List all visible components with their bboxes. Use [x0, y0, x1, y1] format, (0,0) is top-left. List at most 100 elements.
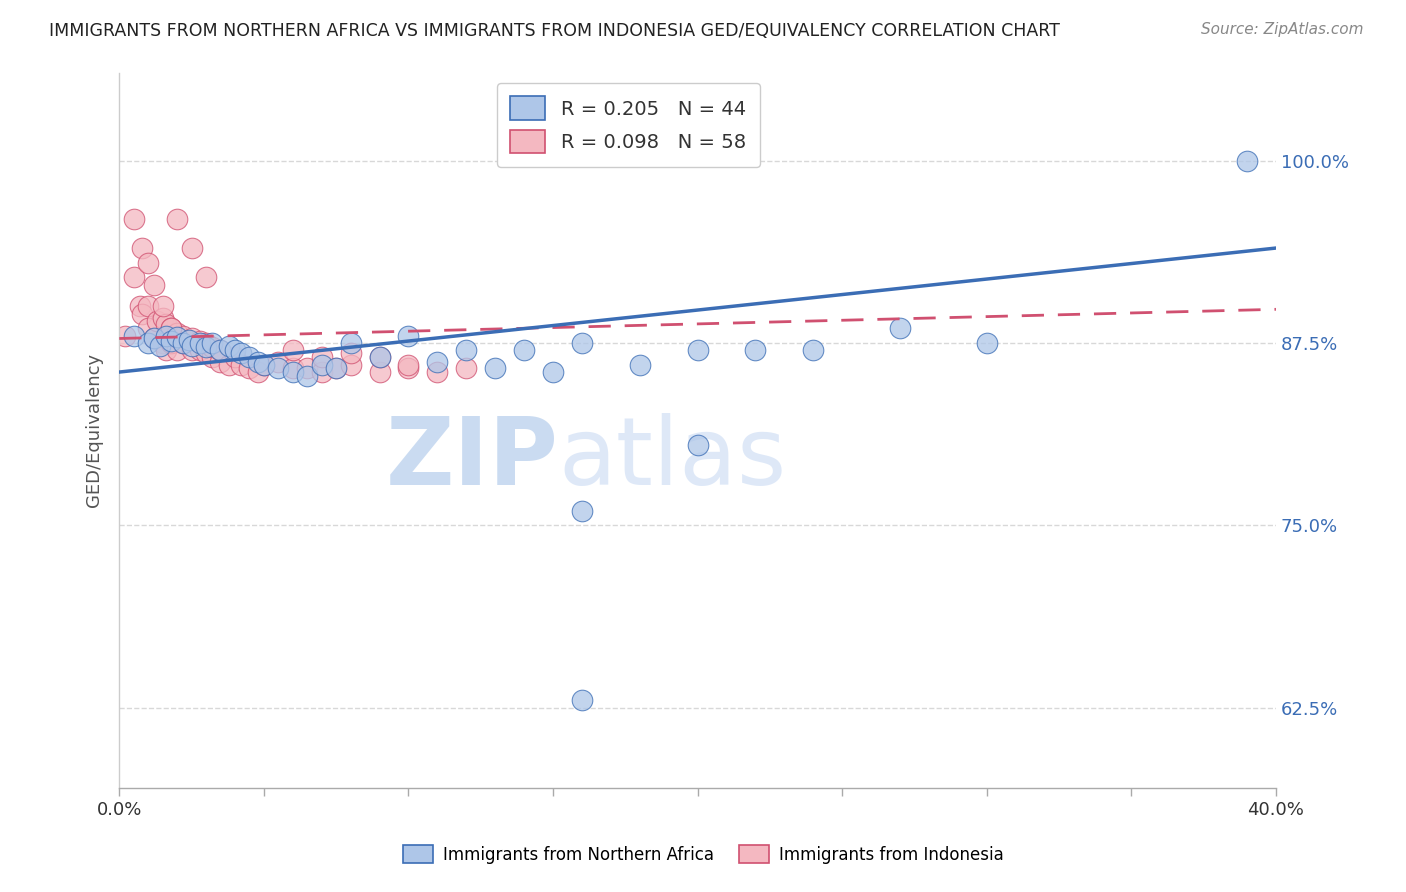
Point: [195, 270, 218, 285]
Point: [122, 270, 145, 285]
Point: [267, 360, 290, 375]
Point: [209, 343, 232, 358]
Point: [398, 328, 420, 343]
Point: [160, 321, 183, 335]
Point: [146, 314, 169, 328]
Point: [339, 335, 361, 350]
Point: [136, 321, 159, 335]
Point: [188, 334, 211, 349]
Point: [155, 317, 177, 331]
Point: [571, 503, 593, 517]
Point: [229, 346, 252, 360]
Point: [281, 343, 304, 358]
Point: [281, 360, 304, 375]
Point: [311, 358, 333, 372]
Point: [209, 343, 232, 358]
Point: [311, 351, 333, 365]
Point: [297, 369, 319, 384]
Point: [541, 365, 564, 379]
Point: [801, 343, 824, 358]
Point: [122, 211, 145, 226]
Point: [188, 343, 211, 358]
Point: [149, 339, 172, 353]
Point: [131, 241, 153, 255]
Point: [155, 328, 177, 343]
Y-axis label: GED/Equivalency: GED/Equivalency: [86, 353, 103, 508]
Point: [571, 693, 593, 707]
Point: [131, 307, 153, 321]
Point: [160, 335, 183, 350]
Point: [155, 343, 177, 358]
Point: [247, 355, 270, 369]
Point: [628, 358, 651, 372]
Point: [686, 438, 709, 452]
Point: [398, 360, 420, 375]
Point: [368, 365, 391, 379]
Point: [180, 241, 202, 255]
Point: [180, 343, 202, 358]
Point: [218, 339, 240, 353]
Legend: Immigrants from Northern Africa, Immigrants from Indonesia: Immigrants from Northern Africa, Immigra…: [396, 838, 1010, 871]
Point: [143, 331, 166, 345]
Point: [166, 211, 188, 226]
Point: [744, 343, 766, 358]
Point: [166, 326, 188, 340]
Point: [218, 358, 240, 372]
Point: [247, 365, 270, 379]
Point: [166, 343, 188, 358]
Point: [143, 331, 166, 345]
Point: [1236, 153, 1258, 168]
Point: [172, 328, 194, 343]
Point: [368, 351, 391, 365]
Point: [177, 333, 200, 347]
Point: [238, 351, 260, 365]
Point: [325, 360, 347, 375]
Point: [339, 346, 361, 360]
Point: [201, 351, 224, 365]
Point: [195, 340, 218, 354]
Text: Source: ZipAtlas.com: Source: ZipAtlas.com: [1201, 22, 1364, 37]
Point: [180, 331, 202, 345]
Point: [297, 360, 319, 375]
Point: [224, 343, 246, 358]
Point: [238, 360, 260, 375]
Point: [686, 343, 709, 358]
Point: [172, 335, 194, 350]
Point: [136, 299, 159, 313]
Point: [201, 340, 224, 354]
Point: [160, 321, 183, 335]
Point: [229, 358, 252, 372]
Point: [325, 360, 347, 375]
Point: [224, 351, 246, 365]
Point: [122, 328, 145, 343]
Point: [456, 343, 478, 358]
Point: [143, 277, 166, 292]
Point: [398, 358, 420, 372]
Point: [253, 358, 276, 372]
Point: [152, 311, 174, 326]
Point: [195, 335, 218, 350]
Point: [311, 365, 333, 379]
Text: IMMIGRANTS FROM NORTHERN AFRICA VS IMMIGRANTS FROM INDONESIA GED/EQUIVALENCY COR: IMMIGRANTS FROM NORTHERN AFRICA VS IMMIG…: [49, 22, 1060, 40]
Point: [426, 355, 449, 369]
Point: [136, 335, 159, 350]
Point: [976, 335, 998, 350]
Point: [136, 255, 159, 269]
Point: [253, 358, 276, 372]
Point: [172, 335, 194, 350]
Point: [484, 360, 506, 375]
Point: [889, 321, 911, 335]
Point: [160, 334, 183, 349]
Point: [152, 335, 174, 350]
Point: [571, 335, 593, 350]
Text: atlas: atlas: [558, 413, 787, 505]
Point: [267, 355, 290, 369]
Point: [195, 346, 218, 360]
Point: [368, 351, 391, 365]
Point: [128, 299, 150, 313]
Point: [180, 339, 202, 353]
Point: [201, 335, 224, 350]
Point: [152, 299, 174, 313]
Text: ZIP: ZIP: [385, 413, 558, 505]
Point: [456, 360, 478, 375]
